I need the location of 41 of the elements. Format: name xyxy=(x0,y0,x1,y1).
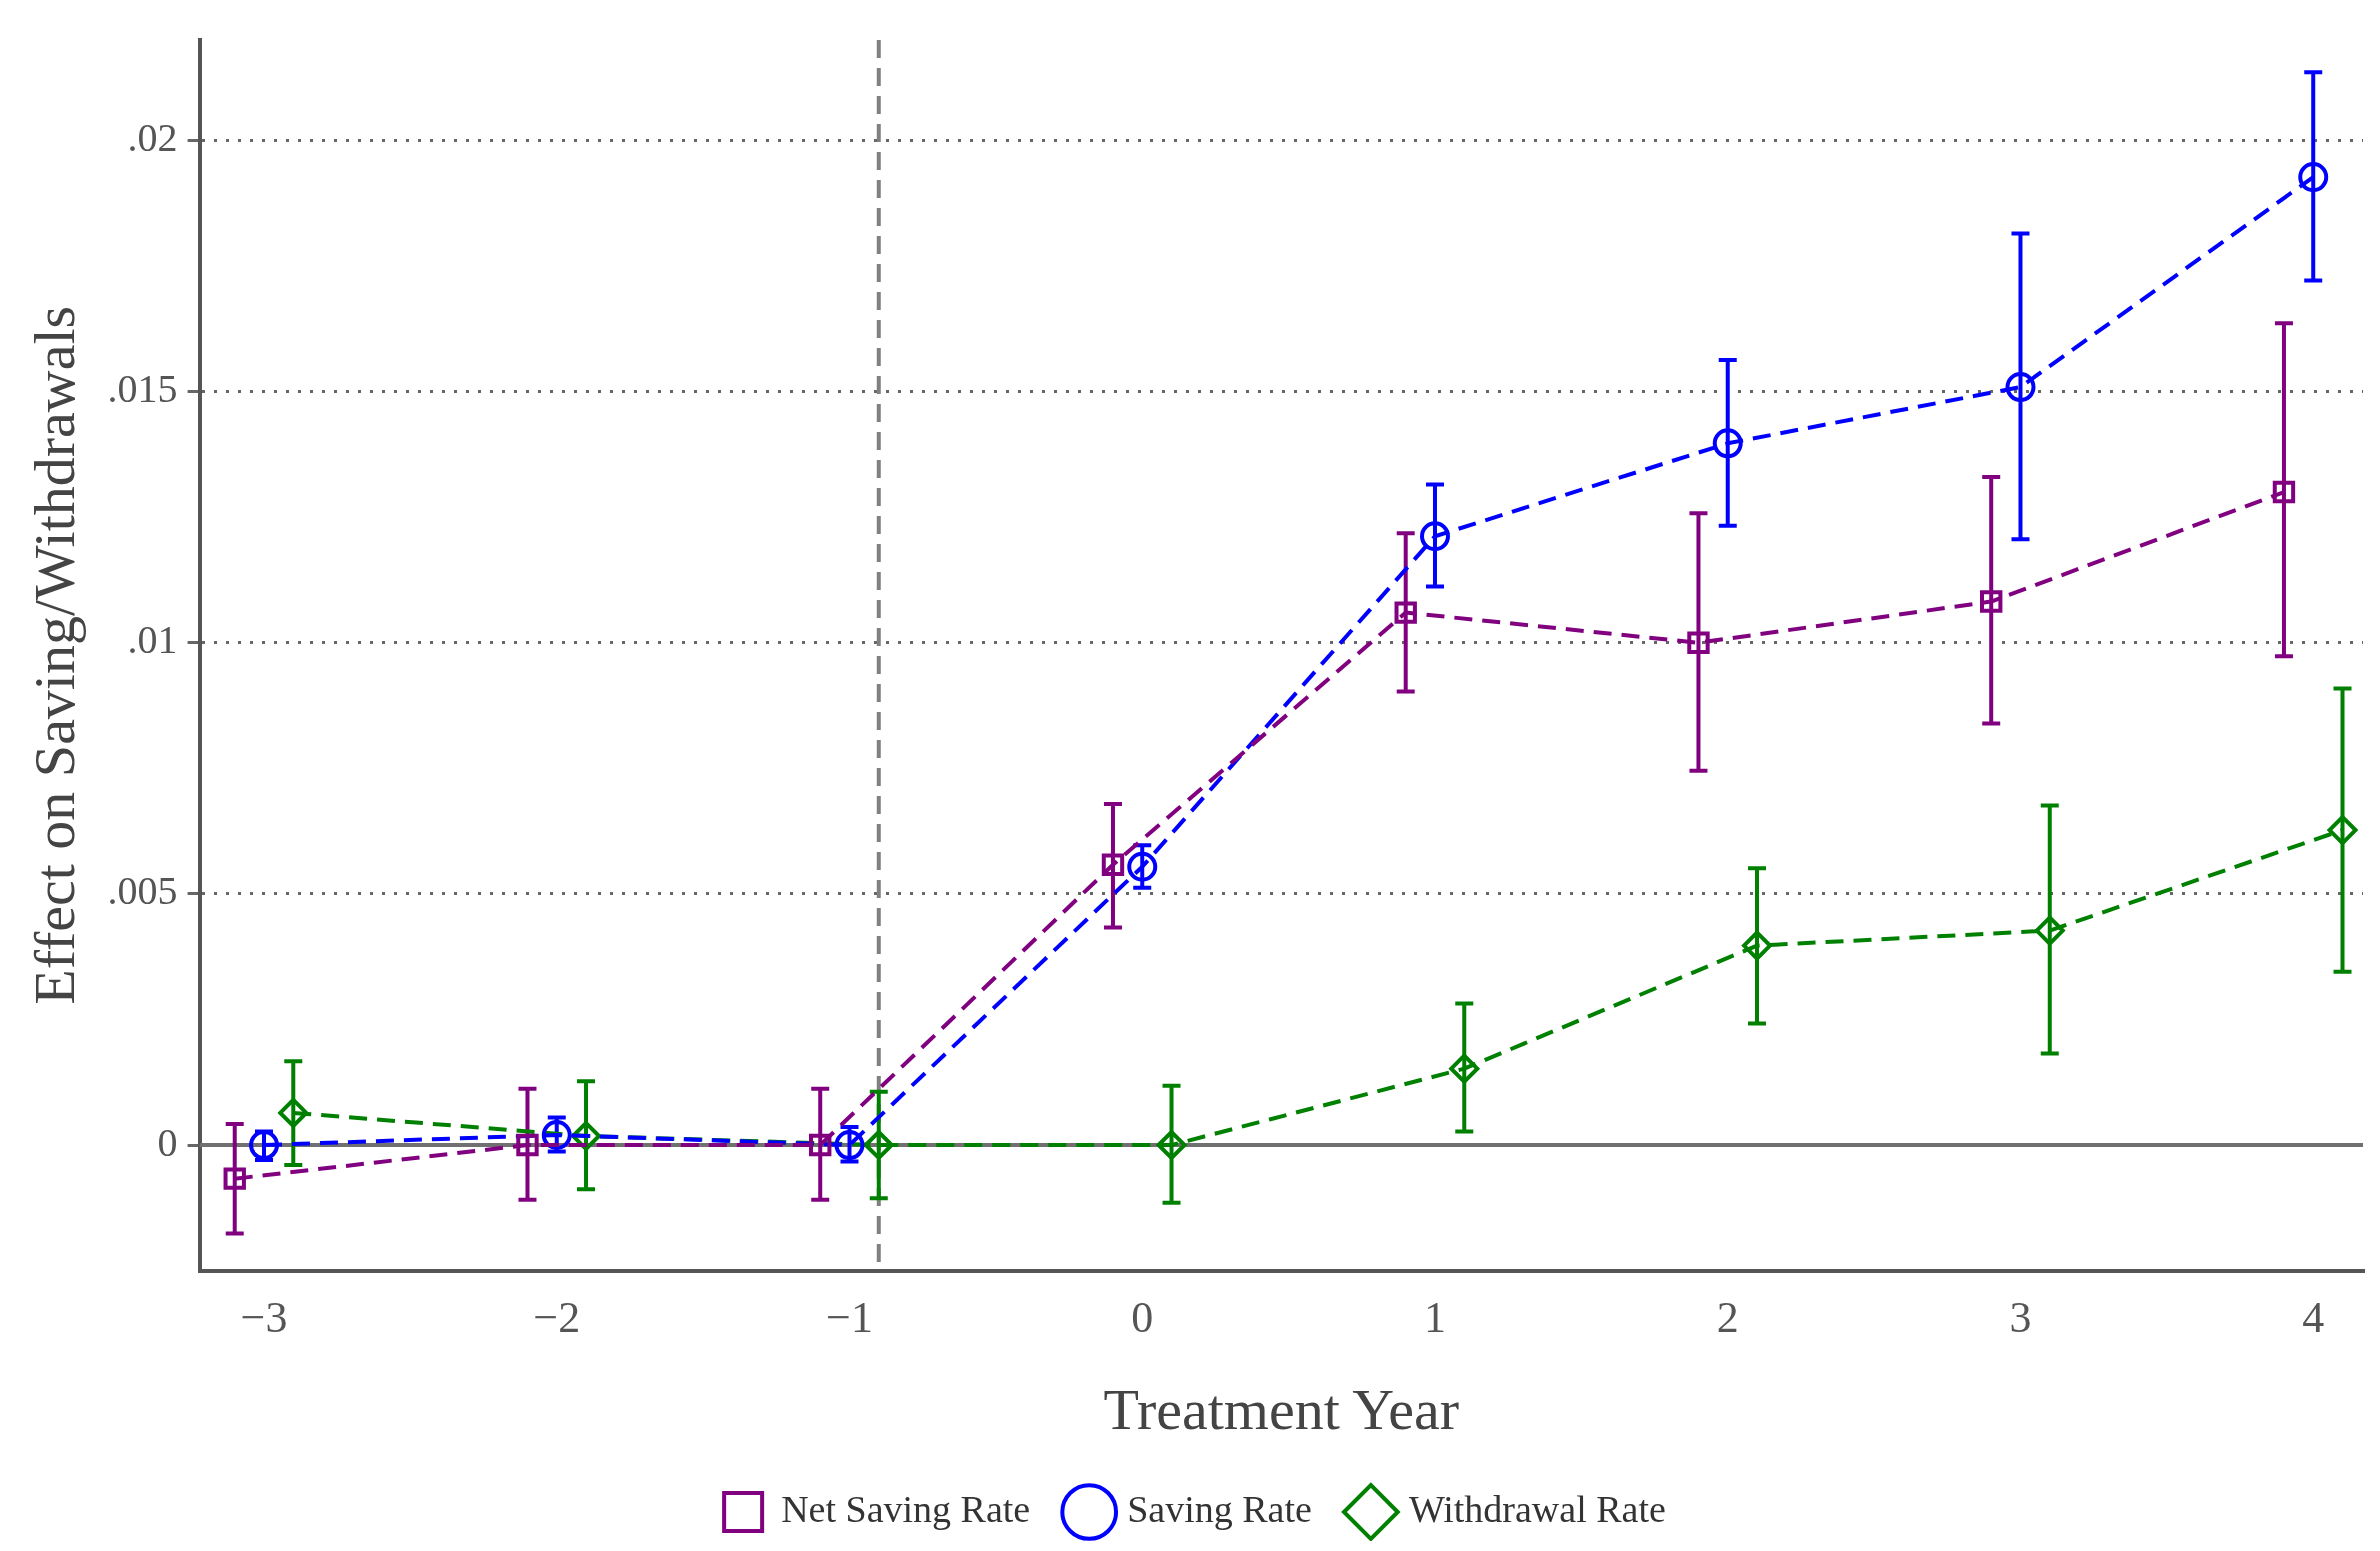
point xyxy=(1127,851,1158,882)
point xyxy=(541,1119,572,1150)
point xyxy=(809,1133,832,1157)
point xyxy=(1980,590,2003,613)
point xyxy=(1156,1130,1187,1161)
point xyxy=(223,1167,246,1190)
point xyxy=(1101,853,1125,876)
point xyxy=(834,1130,865,1161)
x-tick-label: 2 xyxy=(1716,1292,1739,1342)
x-tick-label: −3 xyxy=(240,1292,288,1342)
legend-label: Withdrawal Rate xyxy=(1408,1487,1666,1530)
point xyxy=(249,1130,279,1161)
legend-label: Net Saving Rate xyxy=(781,1487,1031,1530)
point xyxy=(2327,815,2358,846)
y-tick-label: .015 xyxy=(107,366,178,412)
point xyxy=(278,1097,309,1128)
point xyxy=(1394,601,1417,624)
point xyxy=(516,1133,539,1157)
point xyxy=(1742,930,1773,961)
x-tick-label: −2 xyxy=(533,1292,581,1342)
legend-label: Saving Rate xyxy=(1127,1487,1312,1530)
point xyxy=(2272,480,2296,504)
point xyxy=(2034,915,2065,946)
x-tick-label: 1 xyxy=(1423,1292,1446,1342)
x-axis-title: Treatment Year xyxy=(1103,1377,1460,1443)
point xyxy=(1449,1053,1480,1084)
point xyxy=(1419,521,1450,552)
x-tick-label: 0 xyxy=(1131,1292,1154,1342)
y-tick-label: .02 xyxy=(127,114,178,160)
y-axis-title: Effect on Saving/Withdrawals xyxy=(22,305,88,1005)
y-tick-label: .005 xyxy=(107,868,178,914)
y-tick-label: 0 xyxy=(157,1119,178,1165)
y-tick-label: .01 xyxy=(127,617,178,663)
x-tick-label: −1 xyxy=(826,1292,873,1342)
point xyxy=(2005,372,2036,403)
point xyxy=(2298,162,2329,193)
x-tick-label: 4 xyxy=(2302,1292,2325,1342)
point xyxy=(863,1130,894,1161)
x-tick-label: 3 xyxy=(2009,1292,2032,1342)
point xyxy=(1687,631,1710,654)
point xyxy=(1712,428,1743,459)
